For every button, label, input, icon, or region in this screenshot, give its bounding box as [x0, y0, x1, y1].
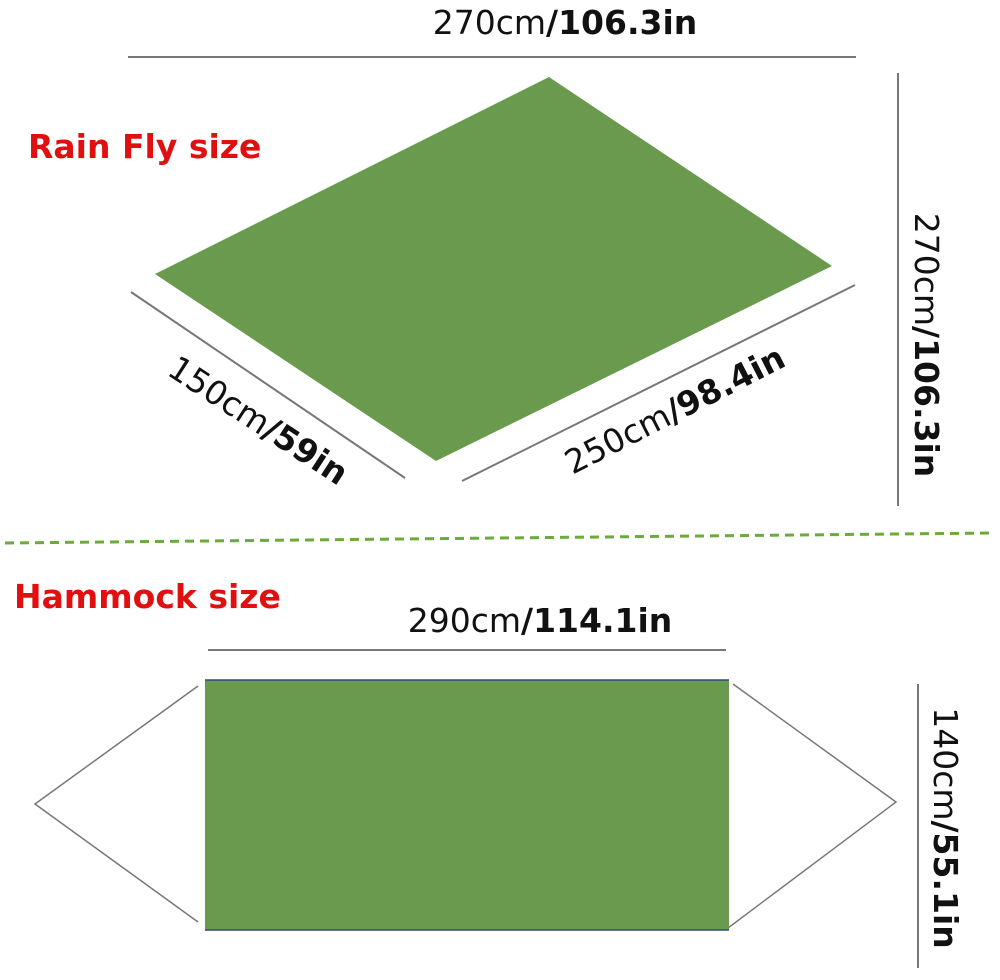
hammock-right-suspension [727, 683, 898, 929]
section-divider [4, 531, 996, 545]
hammock-width-cm: 290cm [408, 601, 521, 640]
rain-fly-section: Rain Fly size 270cm/106.3in 270cm/106.3i… [28, 3, 946, 506]
hammock-body [205, 680, 729, 930]
rain-fly-left-cm: 150cm [161, 348, 277, 442]
rain-fly-left-inch: /59in [256, 410, 355, 493]
rain-fly-bottom-inch: /98.4in [659, 338, 791, 431]
rain-fly-right-inch: /106.3in [907, 326, 946, 477]
hammock-height-inch: /55.1in [926, 821, 965, 949]
rain-fly-right-dimension-label: 270cm/106.3in [907, 213, 946, 478]
hammock-section: Hammock size 290cm/114.1in 140cm/55.1in [14, 577, 965, 968]
rain-fly-tarp [155, 77, 832, 461]
rain-fly-right-cm: 270cm [907, 213, 946, 326]
hammock-title: Hammock size [14, 577, 281, 616]
hammock-width-inch: /114.1in [521, 601, 672, 640]
hammock-height-cm: 140cm [926, 707, 965, 820]
rain-fly-title: Rain Fly size [28, 127, 261, 166]
rain-fly-bottom-cm: 250cm [558, 396, 677, 482]
rain-fly-left-diagonal-line [130, 291, 406, 479]
hammock-width-dimension-label: 290cm/114.1in [408, 601, 673, 640]
rain-fly-bottom-diagonal-line [461, 284, 856, 482]
hammock-left-suspension [33, 685, 199, 923]
rain-fly-top-inch: /106.3in [546, 3, 697, 42]
hammock-height-dimension-label: 140cm/55.1in [926, 707, 965, 949]
rain-fly-top-dimension-label: 270cm/106.3in [433, 3, 698, 42]
rain-fly-top-cm: 270cm [433, 3, 546, 42]
